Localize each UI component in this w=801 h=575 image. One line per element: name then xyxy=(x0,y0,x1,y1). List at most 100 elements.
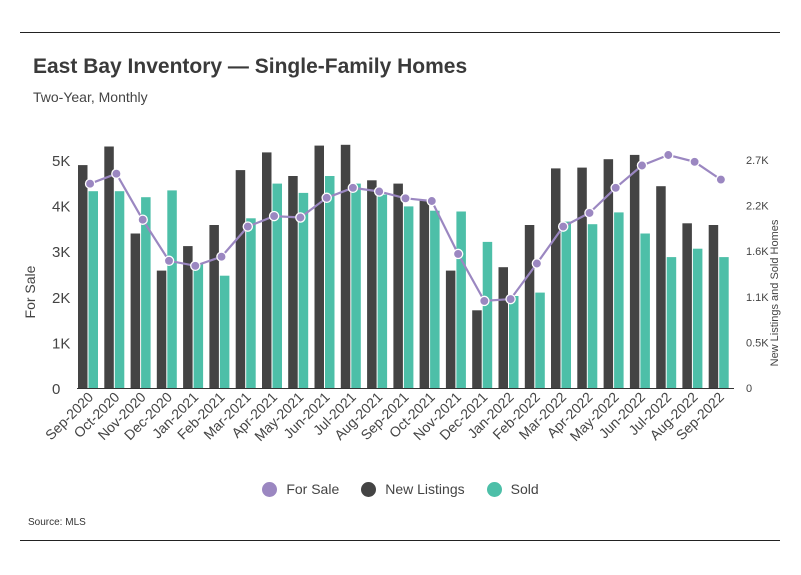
bar-new-listings xyxy=(577,167,587,388)
point-for-sale xyxy=(610,182,621,194)
y2-tick-label: 1.1K xyxy=(746,292,769,304)
point-for-sale xyxy=(663,149,674,161)
point-for-sale xyxy=(557,221,569,232)
bar-sold xyxy=(377,194,388,388)
bar-new-listings xyxy=(708,225,719,388)
chart-subtitle: Two-Year, Monthly xyxy=(33,89,148,105)
bar-new-listings xyxy=(419,199,430,388)
bar-new-listings xyxy=(393,183,403,388)
legend-label-sold: Sold xyxy=(510,481,539,497)
bar-new-listings xyxy=(340,144,351,388)
top-rule xyxy=(20,32,780,33)
point-for-sale xyxy=(347,182,359,194)
bar-sold xyxy=(614,212,624,388)
bar-new-listings xyxy=(472,310,482,388)
bar-new-listings xyxy=(156,270,167,388)
y-tick-label: 0 xyxy=(52,381,60,398)
bar-new-listings xyxy=(183,246,193,388)
y-tick-label: 1K xyxy=(52,335,70,352)
legend-label-new-listings: New Listings xyxy=(385,481,465,497)
y-axis-label: For Sale xyxy=(22,265,38,318)
point-for-sale xyxy=(295,212,306,223)
bar-sold xyxy=(88,191,98,388)
bar-new-listings xyxy=(603,159,614,388)
bar-sold xyxy=(193,263,204,388)
bar-new-listings xyxy=(445,270,456,388)
point-for-sale xyxy=(242,221,254,232)
bar-new-listings xyxy=(288,176,298,388)
point-for-sale xyxy=(426,195,438,207)
y-tick-label: 4K xyxy=(52,199,70,216)
point-for-sale xyxy=(531,258,543,269)
point-for-sale xyxy=(111,168,122,179)
bar-new-listings xyxy=(78,165,88,388)
bar-new-listings xyxy=(682,223,692,388)
bar-sold xyxy=(535,292,545,388)
y2-tick-label: 0.5K xyxy=(746,337,769,349)
bar-sold xyxy=(640,233,650,388)
point-for-sale xyxy=(137,214,148,225)
legend-item-sold[interactable]: Sold xyxy=(486,481,539,497)
legend-swatch-new-listings xyxy=(361,481,377,497)
y2-axis-label: New Listings and Sold Homes xyxy=(769,219,781,366)
point-for-sale xyxy=(689,156,700,168)
bar-sold xyxy=(430,210,440,388)
bar-new-listings xyxy=(235,170,246,388)
bar-new-listings xyxy=(209,225,219,388)
bar-sold xyxy=(587,224,598,388)
bar-new-listings xyxy=(262,152,272,388)
bar-sold xyxy=(719,257,729,388)
legend-item-new-listings[interactable]: New Listings xyxy=(361,481,465,497)
bar-new-listings xyxy=(498,267,508,388)
bar-sold xyxy=(325,176,335,388)
y-tick-label: 2K xyxy=(52,290,70,307)
point-for-sale xyxy=(584,207,595,219)
point-for-sale xyxy=(163,255,175,267)
bar-new-listings xyxy=(130,233,141,388)
point-for-sale xyxy=(190,260,201,272)
y2-tick-label: 2.2K xyxy=(746,201,769,213)
bar-sold xyxy=(692,248,703,388)
bar-new-listings xyxy=(314,145,324,388)
bar-sold xyxy=(246,218,256,388)
point-for-sale xyxy=(636,160,648,171)
bar-sold xyxy=(482,241,493,388)
legend-label-for-sale: For Sale xyxy=(286,481,340,497)
bar-sold xyxy=(456,211,466,388)
point-for-sale xyxy=(84,178,96,189)
bar-new-listings xyxy=(524,225,535,388)
bottom-rule xyxy=(20,540,780,541)
y2-tick-label: 0 xyxy=(746,383,752,395)
point-for-sale xyxy=(505,293,516,305)
bar-sold xyxy=(351,183,361,388)
point-for-sale xyxy=(321,192,332,204)
y-tick-label: 3K xyxy=(52,244,70,261)
chart-title: East Bay Inventory — Single-Family Homes xyxy=(33,55,468,78)
y2-tick-label: 2.7K xyxy=(746,155,769,167)
point-for-sale xyxy=(373,186,385,197)
point-for-sale xyxy=(268,210,280,222)
y-tick-label: 5K xyxy=(52,153,70,170)
bar-sold xyxy=(403,206,414,388)
bar-sold xyxy=(167,190,177,388)
bar-new-listings xyxy=(367,180,377,388)
bar-new-listings xyxy=(104,146,114,388)
legend-swatch-for-sale xyxy=(262,481,278,497)
point-for-sale xyxy=(216,251,227,262)
bar-sold xyxy=(141,197,151,388)
source-note: Source: MLS xyxy=(28,517,86,528)
bar-new-listings xyxy=(656,186,666,388)
bar-sold xyxy=(509,296,519,388)
bar-sold xyxy=(219,275,230,388)
bar-new-listings xyxy=(551,168,561,388)
legend-item-for-sale[interactable]: For Sale xyxy=(262,481,339,497)
legend-swatch-sold xyxy=(486,481,502,497)
bar-new-listings xyxy=(629,154,640,388)
y2-tick-label: 1.6K xyxy=(746,246,769,258)
bar-sold xyxy=(561,221,571,388)
legend: For Sale New Listings Sold xyxy=(0,481,801,497)
point-for-sale xyxy=(715,174,727,185)
bar-sold xyxy=(298,192,309,388)
point-for-sale xyxy=(452,248,464,260)
